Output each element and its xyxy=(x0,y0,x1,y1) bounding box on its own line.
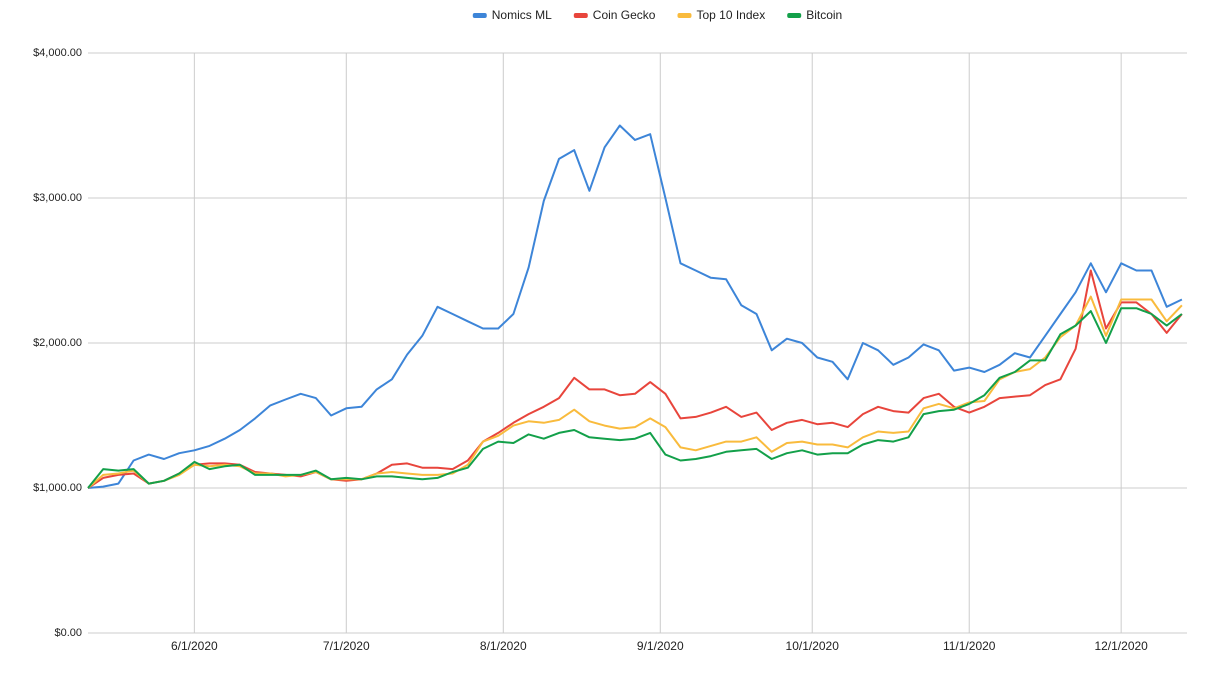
series-line xyxy=(87,295,1183,489)
legend-label: Top 10 Index xyxy=(696,8,765,22)
series-line xyxy=(87,307,1183,489)
x-tick-label: 10/1/2020 xyxy=(786,639,840,653)
legend-item: Nomics ML xyxy=(472,8,552,22)
legend-label: Nomics ML xyxy=(492,8,552,22)
legend: Nomics ML Coin Gecko Top 10 Index Bitcoin xyxy=(472,8,842,22)
x-tick-label: 7/1/2020 xyxy=(323,639,370,653)
legend-label: Bitcoin xyxy=(806,8,842,22)
legend-swatch xyxy=(677,13,692,18)
x-tick-label: 8/1/2020 xyxy=(480,639,527,653)
legend-label: Coin Gecko xyxy=(593,8,656,22)
legend-item: Bitcoin xyxy=(787,8,842,22)
x-tick-label: 12/1/2020 xyxy=(1094,639,1148,653)
y-tick-label: $1,000.00 xyxy=(33,482,82,494)
y-tick-label: $0.00 xyxy=(54,627,82,639)
legend-item: Coin Gecko xyxy=(573,8,656,22)
y-tick-label: $3,000.00 xyxy=(33,192,82,204)
y-tick-label: $4,000.00 xyxy=(33,47,82,59)
series-line xyxy=(87,124,1183,489)
x-tick-label: 11/1/2020 xyxy=(943,639,996,653)
x-tick-label: 9/1/2020 xyxy=(637,639,684,653)
legend-swatch xyxy=(787,13,802,18)
legend-swatch xyxy=(472,13,487,18)
legend-swatch xyxy=(573,13,588,18)
x-tick-label: 6/1/2020 xyxy=(171,639,218,653)
series-line xyxy=(87,269,1183,489)
y-tick-label: $2,000.00 xyxy=(33,337,82,349)
legend-item: Top 10 Index xyxy=(677,8,765,22)
